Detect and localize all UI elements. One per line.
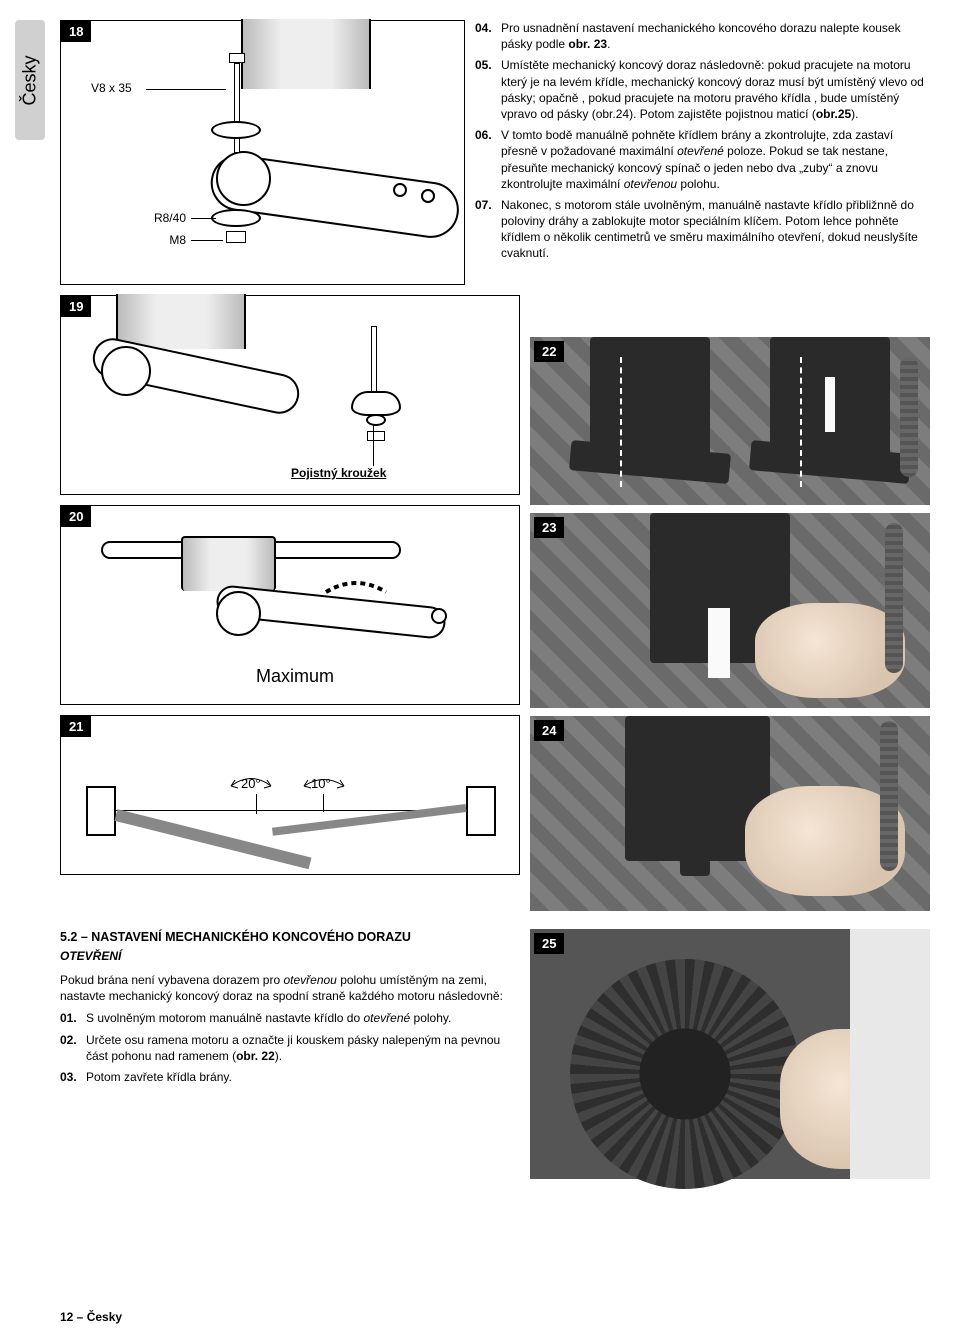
figure-19-number: 19 [61,296,91,317]
figure-20: 20 Maximum [60,505,520,705]
step-52-01: 01. S uvolněným motorom manuálně nastavt… [60,1010,520,1026]
step-05: 05. Umístěte mechanický koncový doraz ná… [475,57,930,122]
figure-18: 18 V8 x 35 R8/40 M8 [60,20,465,285]
page-footer: 12 – Česky [60,1310,122,1324]
figure-24: 24 [530,716,930,911]
figure-23: 23 [530,513,930,708]
left-column: 19 Pojistný kroužek 20 [60,295,520,911]
top-row: 18 V8 x 35 R8/40 M8 0 [60,20,930,285]
figure-18-number: 18 [61,21,91,42]
step-52-03: 03. Potom zavřete křídla brány. [60,1069,520,1085]
step-07: 07. Nakonec, s motorom stále uvolněným, … [475,197,930,262]
figure-19: 19 Pojistný kroužek [60,295,520,495]
figure-21-number: 21 [61,716,91,737]
language-tab: Česky [15,20,45,140]
step-06: 06. V tomto bodě manuálně pohněte křídle… [475,127,930,192]
step-52-02: 02. Určete osu ramena motoru a označte j… [60,1032,520,1064]
language-tab-label: Česky [20,55,41,105]
figure-22: 22 [530,337,930,505]
section-5-2-heading: 5.2 – NASTAVENÍ MECHANICKÉHO KONCOVÉHO D… [60,929,520,946]
right-column: 22 23 24 [530,337,930,911]
middle-row: 19 Pojistný kroužek 20 [60,295,930,911]
figure-23-number: 23 [534,517,564,538]
fig19-label-ring: Pojistný kroužek [291,466,386,480]
section-5-2-intro: Pokud brána není vybavena dorazem pro ot… [60,972,520,1004]
step-04: 04. Pro usnadnění nastavení mechanického… [475,20,930,52]
figure-22-number: 22 [534,341,564,362]
fig20-label-max: Maximum [256,666,334,687]
figure-24-number: 24 [534,720,564,741]
fig18-label-screw: V8 x 35 [91,81,132,95]
section-5-2-subheading: OTEVŘENÍ [60,948,520,964]
figure-25: 25 [530,929,930,1179]
figure-21: 21 20° 10° [60,715,520,875]
figure-25-number: 25 [534,933,564,954]
section-5-2-text: 5.2 – NASTAVENÍ MECHANICKÉHO KONCOVÉHO D… [60,929,520,1179]
section-5-2-row: 5.2 – NASTAVENÍ MECHANICKÉHO KONCOVÉHO D… [60,929,930,1179]
figure-20-number: 20 [61,506,91,527]
steps-04-07: 04. Pro usnadnění nastavení mechanického… [475,20,930,285]
